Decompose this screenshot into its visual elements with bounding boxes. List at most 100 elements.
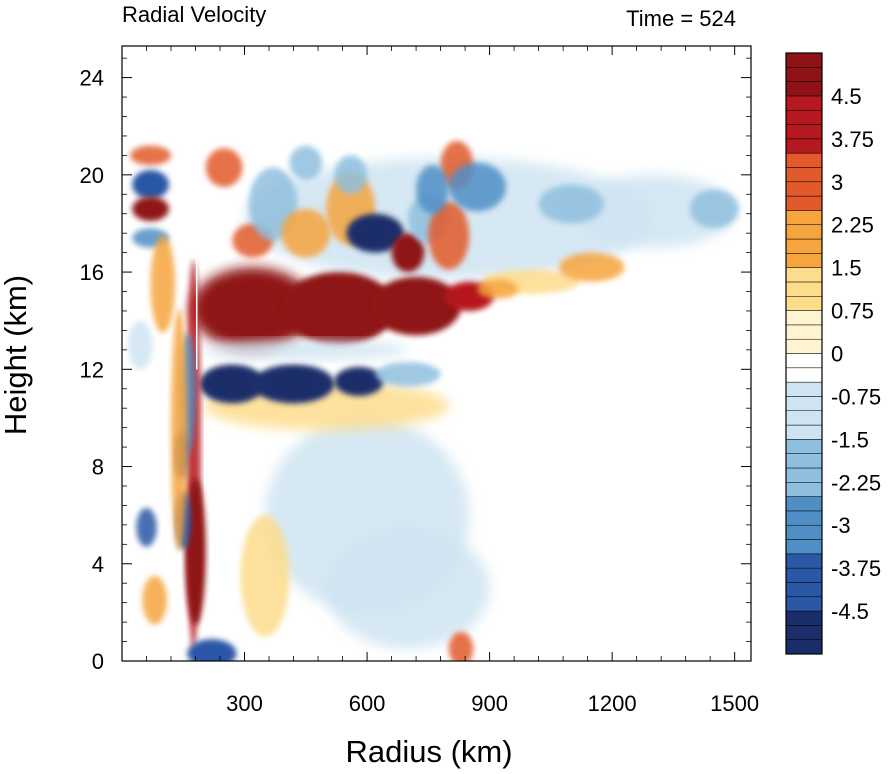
velocity-blob	[136, 507, 157, 547]
colorbar-swatch	[785, 238, 823, 254]
colorbar: 4.5 3.75 3 2.25 1.5 0.75 0 -0.75 -1.5 -2.25 -3 -3.7…	[785, 52, 881, 655]
velocity-blob	[326, 527, 490, 649]
colorbar-swatch	[785, 482, 823, 497]
colorbar-swatch	[785, 596, 823, 612]
colorbar-swatch	[785, 152, 823, 168]
x-tick-label: 600	[349, 691, 386, 716]
velocity-blob	[150, 235, 176, 333]
velocity-blob	[132, 196, 169, 222]
velocity-blob	[199, 364, 265, 404]
velocity-blob	[191, 267, 314, 350]
colorbar-swatch	[785, 639, 823, 655]
velocity-blob	[334, 155, 368, 195]
velocity-blob	[252, 364, 335, 404]
colorbar-swatch	[785, 267, 823, 283]
velocity-blob	[142, 575, 167, 625]
velocity-blob	[416, 165, 449, 214]
velocity-blob	[203, 340, 408, 360]
colorbar-swatch	[785, 95, 823, 111]
colorbar-swatch	[785, 410, 823, 426]
colorbar-swatch	[785, 138, 823, 154]
colorbar-label: 0	[831, 342, 843, 367]
colorbar-swatch	[785, 338, 823, 354]
colorbar-swatch	[785, 524, 823, 540]
velocity-blob	[281, 272, 396, 345]
colorbar-swatch	[785, 195, 823, 211]
velocity-blob	[448, 162, 506, 212]
colorbar-label: 3.75	[831, 127, 874, 152]
y-tick-label: 16	[80, 260, 104, 285]
velocity-blob	[689, 189, 739, 229]
colorbar-label: -1.5	[831, 427, 869, 452]
colorbar-label: 4.5	[831, 84, 862, 109]
colorbar-swatch	[785, 625, 823, 640]
colorbar-swatch	[785, 310, 823, 326]
colorbar-swatch	[785, 367, 823, 383]
velocity-blob	[240, 515, 290, 637]
colorbar-swatch	[785, 510, 823, 526]
velocity-blob	[538, 184, 604, 224]
x-tick-label: 300	[226, 691, 263, 716]
velocity-blob	[571, 174, 735, 248]
velocity-blob	[128, 320, 153, 370]
y-tick-label: 12	[80, 357, 104, 382]
velocity-blob	[559, 252, 625, 282]
colorbar-label: -3.75	[831, 556, 881, 581]
colorbar-swatch	[785, 424, 823, 440]
y-tick-label: 4	[92, 552, 104, 577]
chart-title: Radial Velocity	[122, 2, 266, 27]
velocity-blob	[171, 308, 188, 552]
colorbar-swatch	[785, 210, 823, 225]
x-axis-label: Radius (km)	[345, 734, 512, 769]
colorbar-swatch	[785, 281, 823, 297]
colorbar-swatch	[785, 553, 823, 569]
velocity-blob	[289, 145, 323, 180]
y-tick-label: 24	[80, 66, 104, 91]
colorbar-label: 3	[831, 170, 843, 195]
velocity-blob	[375, 362, 441, 387]
velocity-blob	[428, 201, 470, 270]
colorbar-swatch	[785, 324, 823, 340]
colorbar-label: 2.25	[831, 213, 874, 238]
colorbar-swatch	[785, 353, 823, 369]
colorbar-swatch	[785, 253, 823, 268]
chart-time-label: Time = 524	[626, 6, 736, 31]
plot-frame	[121, 45, 752, 662]
y-axis-label: Height (km)	[0, 275, 33, 435]
x-tick-label: 1500	[710, 691, 759, 716]
colorbar-swatch	[785, 539, 823, 555]
colorbar-swatch	[785, 296, 823, 311]
colorbar-swatch	[785, 109, 823, 125]
colorbar-label: 1.5	[831, 256, 862, 281]
colorbar-swatch	[785, 181, 823, 197]
colorbar-swatch	[785, 167, 823, 183]
velocity-blob	[130, 145, 172, 166]
velocity-blob	[334, 366, 384, 397]
velocity-blob	[371, 276, 462, 336]
velocity-field	[128, 140, 739, 661]
y-tick-label: 0	[92, 649, 104, 674]
colorbar-label: 0.75	[831, 299, 874, 324]
colorbar-swatch	[785, 610, 823, 626]
colorbar-swatch	[785, 567, 823, 583]
colorbar-swatch	[785, 467, 823, 483]
colorbar-label: -3	[831, 513, 851, 538]
colorbar-label: -0.75	[831, 384, 881, 409]
colorbar-swatch	[785, 52, 823, 68]
colorbar-swatch	[785, 381, 823, 397]
colorbar-frame	[785, 52, 823, 655]
axis-ticks: 300 600 900 1200 1500 0 4 8 12 16 20 24	[80, 46, 759, 716]
velocity-blob	[187, 639, 237, 661]
velocity-blob	[281, 208, 331, 258]
velocity-blob	[477, 279, 519, 299]
colorbar-swatch	[785, 81, 823, 97]
colorbar-label: -2.25	[831, 470, 881, 495]
colorbar-swatch	[785, 496, 823, 512]
velocity-blob	[132, 169, 169, 200]
colorbar-swatch	[785, 224, 823, 240]
y-tick-label: 8	[92, 455, 104, 480]
x-tick-label: 900	[471, 691, 508, 716]
colorbar-swatch	[785, 439, 823, 454]
colorbar-label: -4.5	[831, 599, 869, 624]
